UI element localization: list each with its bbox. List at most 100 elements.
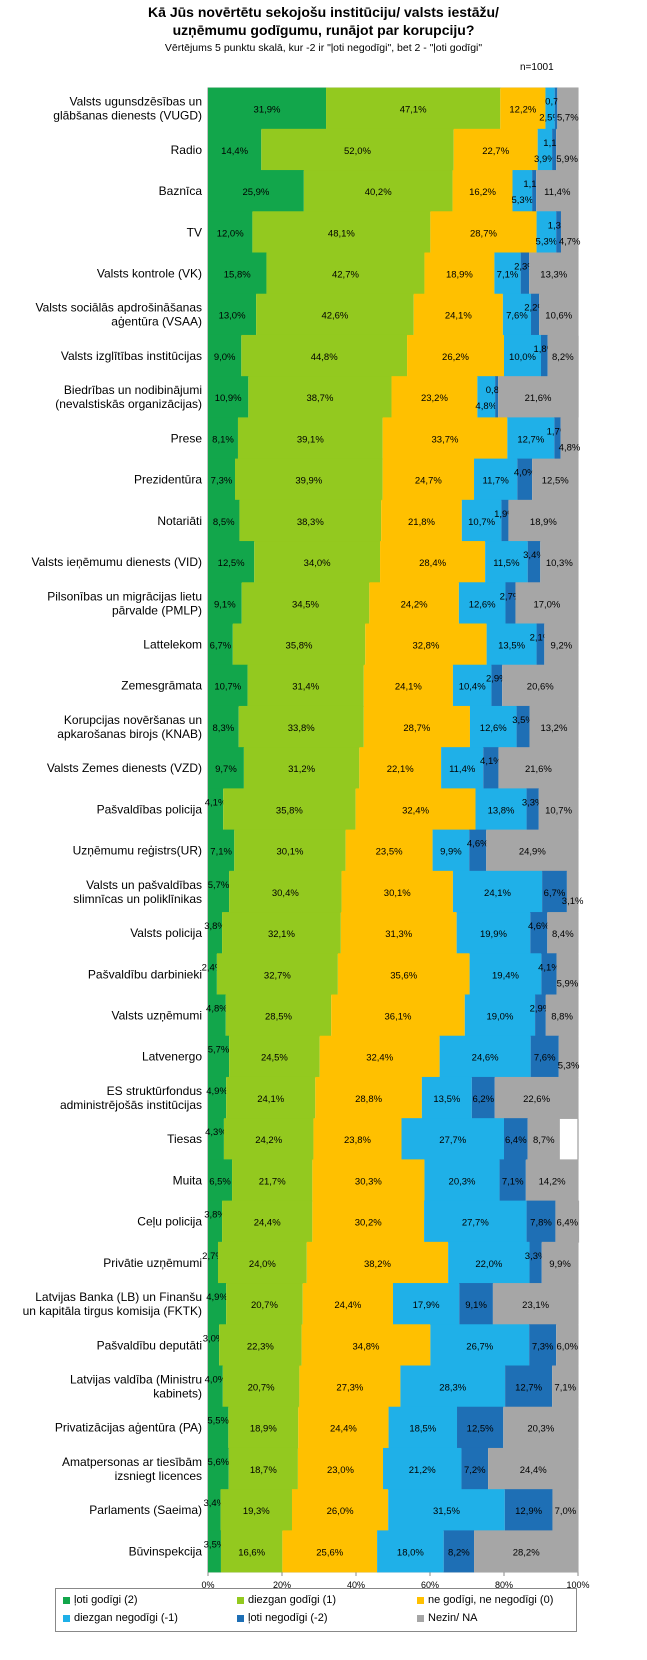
bar-segment: [247, 664, 364, 707]
bar-segment: [424, 1159, 500, 1202]
data-label: 30,1%: [384, 888, 411, 899]
data-label: 39,1%: [297, 434, 324, 445]
data-label: 6,5%: [209, 1176, 231, 1187]
category-label: Būvinspekcija: [129, 1544, 203, 1558]
category-label: Valsts kontrole (VK): [97, 267, 202, 281]
data-label: 2,5%: [539, 113, 561, 124]
data-label: 23,2%: [421, 393, 448, 404]
data-label: 9,1%: [465, 1300, 487, 1311]
bar-segment: [315, 1076, 422, 1119]
category-label: Pašvaldību deputāti: [97, 1338, 202, 1352]
data-label: 5,7%: [208, 880, 230, 891]
bar-segment: [477, 376, 496, 419]
bar-segment: [529, 1324, 557, 1367]
data-label: 18,0%: [397, 1547, 424, 1558]
data-label: 8,5%: [213, 517, 235, 528]
x-tick-label: 100%: [566, 1580, 589, 1590]
bar-segment: [488, 1447, 579, 1490]
data-label: 44,8%: [311, 352, 338, 363]
bar-segment: [560, 211, 579, 254]
bar-segment: [208, 1530, 221, 1573]
bar-segment: [393, 1283, 460, 1326]
data-label: 21,2%: [409, 1465, 436, 1476]
bar-segment: [547, 334, 578, 377]
data-label: 15,8%: [224, 270, 251, 281]
category-label: Radio: [171, 143, 203, 157]
data-label: 30,4%: [272, 888, 299, 899]
bar-segment: [241, 582, 370, 625]
data-label: 38,3%: [297, 517, 324, 528]
bar-segment: [365, 623, 487, 666]
bar-segment: [505, 1365, 553, 1408]
bar-segment: [388, 1406, 458, 1449]
data-label: 22,6%: [523, 1094, 550, 1105]
data-label: 7,1%: [502, 1176, 524, 1187]
bar-segment: [504, 1489, 553, 1532]
data-label: 30,2%: [355, 1218, 382, 1229]
data-label: 28,7%: [470, 228, 497, 239]
data-label: 42,6%: [321, 311, 348, 322]
data-label: 7,3%: [532, 1341, 554, 1352]
bar-segment: [345, 829, 433, 872]
legend-label: diezgan godīgi (1): [248, 1594, 337, 1606]
bar-segment: [458, 582, 506, 625]
data-label: 12,0%: [217, 228, 244, 239]
bar-segment: [491, 664, 503, 707]
bar-segment: [529, 1241, 542, 1284]
bar-segment: [502, 293, 532, 336]
bar-segment: [494, 252, 521, 295]
bar-segment: [492, 1283, 579, 1326]
bar-segment: [208, 334, 242, 377]
bar-segment: [452, 170, 513, 213]
bar-segment: [331, 994, 465, 1037]
bar-segment: [507, 417, 555, 460]
bar-segment: [505, 582, 516, 625]
data-label: 34,0%: [304, 558, 331, 569]
data-label: 26,2%: [442, 352, 469, 363]
data-label: 39,9%: [295, 476, 322, 487]
data-label: 10,4%: [459, 682, 486, 693]
data-label: 8,1%: [212, 434, 234, 445]
data-label: 36,1%: [385, 1012, 412, 1023]
data-label: 6,4%: [556, 1218, 578, 1229]
data-label: 20,3%: [527, 1424, 554, 1435]
data-label: 2,3%: [514, 262, 536, 273]
data-label: 52,0%: [344, 146, 371, 157]
bar-segment: [208, 1118, 224, 1161]
bar-segment: [529, 705, 579, 748]
bar-segment: [382, 417, 508, 460]
category-label: izsniegt licences: [115, 1469, 202, 1483]
data-label: 20,7%: [248, 1383, 275, 1394]
data-label: 24,4%: [334, 1300, 361, 1311]
data-label: 5,9%: [556, 154, 578, 165]
data-label: 12,7%: [515, 1383, 542, 1394]
category-label: Privatizācijas aģentūra (PA): [55, 1421, 202, 1435]
data-label: 47,1%: [400, 105, 427, 116]
data-label: 24,7%: [415, 476, 442, 487]
data-label: 10,7%: [468, 517, 495, 528]
data-label: 21,6%: [525, 764, 552, 775]
data-label: 4,8%: [559, 442, 581, 453]
bar-segment: [208, 1241, 218, 1284]
category-label: kabinets): [153, 1387, 202, 1401]
data-label: 7,1%: [210, 847, 232, 858]
data-label: 32,4%: [402, 805, 429, 816]
bar-segment: [232, 1159, 313, 1202]
data-label: 19,3%: [243, 1506, 270, 1517]
data-label: 4,1%: [538, 962, 560, 973]
legend-swatch: [417, 1596, 424, 1604]
bar-segment: [525, 1159, 579, 1202]
data-label: 11,7%: [483, 476, 510, 487]
data-label: 5,3%: [511, 195, 533, 206]
chart-title-line2: uzņēmumu godīgumu, runājot par korupciju…: [172, 22, 475, 38]
category-label: Valsts un pašvaldības: [86, 878, 202, 892]
bar-segment: [312, 1200, 425, 1243]
bar-segment: [508, 499, 579, 542]
data-label: 4,6%: [528, 921, 550, 932]
data-label: 3,5%: [204, 1539, 226, 1550]
bar-segment: [432, 829, 470, 872]
bar-segment: [222, 1365, 300, 1408]
data-label: 22,7%: [482, 146, 509, 157]
data-label: 2,9%: [530, 1004, 552, 1015]
data-label: 4,3%: [205, 1127, 227, 1138]
